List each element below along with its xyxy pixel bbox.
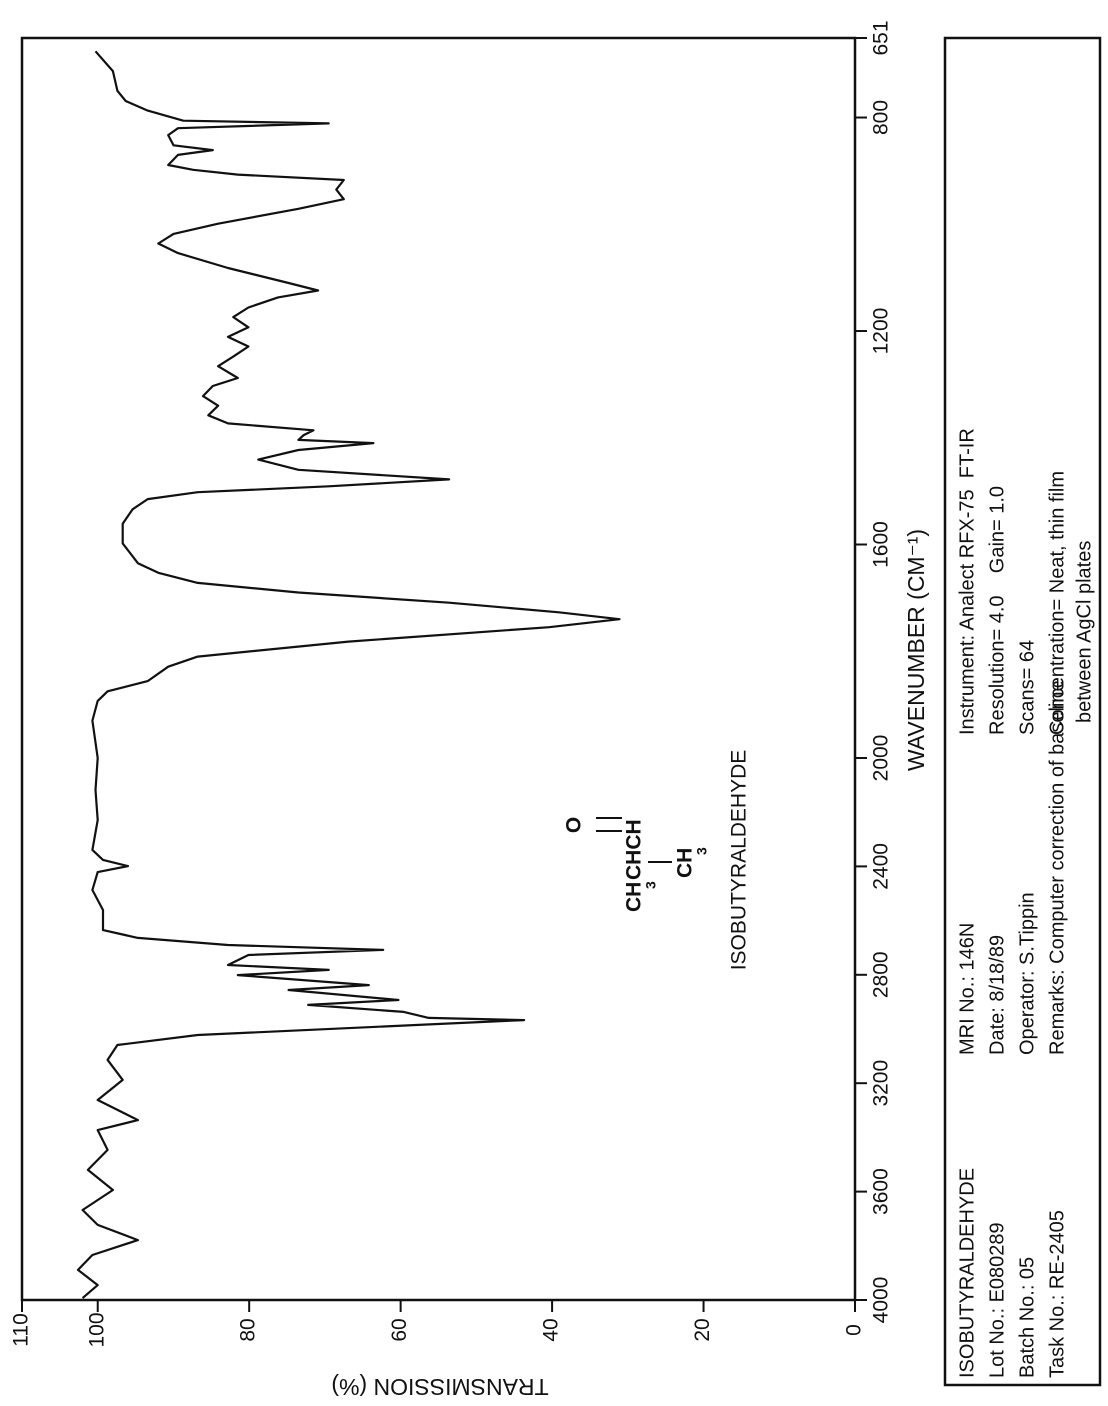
structure-atom: CHCH (623, 819, 646, 880)
info-panel-frame (943, 36, 1102, 1387)
info-text: between AgCl plates (1073, 541, 1095, 723)
y-tick-label: 110 (10, 1313, 33, 1346)
y-tick-label: 20 (691, 1318, 714, 1341)
info-text: Instrument: Analect RFX-75 FT-IR (956, 428, 978, 735)
structure-subscript: 3 (643, 881, 659, 889)
y-tick-label: 60 (388, 1318, 411, 1341)
x-axis-label: WAVENUMBER (CM⁻¹) (903, 529, 929, 771)
y-tick-label: 80 (237, 1318, 260, 1341)
annotation: ISOBUTYRALDEHYDE (728, 750, 751, 971)
structure-atom: CH (623, 882, 646, 912)
info-text: MRI No.: 146N (956, 923, 978, 1055)
plot-frame (20, 36, 857, 1302)
x-tick-label: 2400 (870, 843, 893, 890)
y-axis-label: TRANSMISSION (%) (331, 1374, 548, 1400)
structure: O CH 3 CHCH CH 3 (563, 817, 710, 912)
info-text: Task No.: RE-2405 (1046, 1210, 1068, 1378)
info-text: Resolution= 4.0 Gain= 1.0 (986, 486, 1008, 735)
y-tick-label: 100 (85, 1312, 108, 1347)
x-tick-label: 3200 (870, 1060, 893, 1107)
x-tick-label: 2800 (870, 951, 893, 998)
structure-subscript: 3 (694, 847, 710, 855)
x-tick-label: 4000 (870, 1277, 893, 1324)
y-tick-label: 0 (843, 1324, 866, 1336)
x-tick-label: 2000 (870, 735, 893, 782)
info-text: Date: 8/18/89 (986, 935, 1008, 1055)
x-tick-label: 1600 (870, 521, 893, 568)
x-tick-label: 651 (870, 20, 893, 55)
x-tick-label: 3600 (870, 1168, 893, 1215)
y-tick-label: 40 (540, 1318, 563, 1341)
info-text: Remarks: Computer correction of baseline (1046, 680, 1068, 1055)
spectrum-line (76, 50, 621, 1299)
structure-atom: O (563, 817, 586, 833)
info-text: Lot No.: E080289 (986, 1222, 1008, 1378)
info-text: Scans= 64 (1016, 640, 1038, 735)
info-text: Concentration= Neat, thin film (1046, 471, 1068, 735)
structure-atom: CH (674, 848, 697, 878)
info-text: Batch No.: 05 (1016, 1257, 1038, 1378)
info-text: ISOBUTYRALDEHYDE (956, 1168, 978, 1378)
x-tick-label: 1200 (870, 308, 893, 355)
x-tick-label: 800 (870, 100, 893, 135)
info-text: Operator: S.Tippin (1016, 892, 1038, 1055)
